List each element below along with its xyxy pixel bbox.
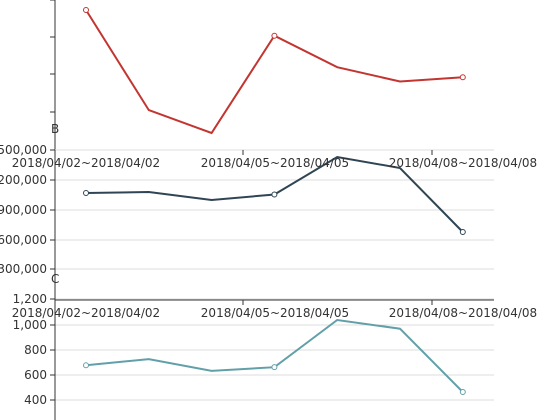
panel-c: C 400 600 800 1,000 bbox=[13, 272, 494, 420]
x-axis-tick-label: 2018/04/08~2018/04/08 bbox=[389, 156, 537, 170]
panel-b-y-tick-label: 1,200 bbox=[13, 292, 47, 306]
panel-c-data-point bbox=[459, 389, 466, 395]
panel-c-data-point bbox=[83, 362, 89, 369]
x-axis-tick-label: 2018/04/02~2018/04/02 bbox=[12, 306, 160, 320]
panel-a-data-point bbox=[271, 32, 278, 39]
panel-b-y-tick-label: 900,000 bbox=[0, 203, 47, 217]
panel-b-y-tick-label: 600,000 bbox=[0, 233, 47, 247]
panel-b-y-tick-label: 500,000 bbox=[0, 143, 47, 157]
panel-b: B 1,200 300,000 600,000 900,000 200,000 500,0… bbox=[0, 122, 494, 306]
panel-b-y-tick-label: 200,000 bbox=[0, 173, 47, 187]
panel-b-label: B bbox=[51, 122, 59, 136]
panel-a bbox=[50, 0, 494, 151]
panel-c-label: C bbox=[51, 272, 59, 286]
x-axis-tick-label: 2018/04/08~2018/04/08 bbox=[389, 306, 537, 320]
panel-a-series-line bbox=[85, 9, 463, 135]
panel-b-points bbox=[83, 190, 466, 235]
x-axis-tick-label: 2018/04/02~2018/04/02 bbox=[12, 156, 160, 170]
x-axis-tick-label: 2018/04/05~2018/04/05 bbox=[201, 306, 349, 320]
panel-b-data-point bbox=[83, 190, 89, 196]
panel-a-ticks bbox=[50, 0, 55, 113]
x-axis-tick-label: 2018/04/05~2018/04/05 bbox=[201, 156, 349, 170]
panel-c-y-tick-label: 600 bbox=[24, 368, 47, 382]
panel-b-y-tick-label: 300,000 bbox=[0, 262, 47, 276]
panel-c-points bbox=[83, 362, 466, 395]
panel-c-y-tick-label: 400 bbox=[24, 393, 47, 407]
panel-a-data-point bbox=[459, 74, 466, 81]
panel-b-data-point bbox=[459, 229, 466, 235]
x-axis-tick-labels: 2018/04/02~2018/04/02 2018/04/05~2018/04/… bbox=[12, 150, 537, 320]
panel-c-series-line bbox=[85, 318, 464, 393]
panel-c-data-point bbox=[271, 364, 278, 371]
panel-c-y-tick-label: 1,000 bbox=[13, 318, 47, 332]
panel-b-grid: 1,200 300,000 600,000 900,000 200,000 500,000 bbox=[0, 143, 494, 306]
panel-c-grid: 400 600 800 1,000 bbox=[13, 318, 494, 407]
panel-b-data-point bbox=[271, 191, 278, 198]
panel-a-points bbox=[83, 7, 466, 81]
panel-a-data-point bbox=[83, 7, 89, 13]
panel-c-y-tick-label: 800 bbox=[24, 343, 47, 357]
